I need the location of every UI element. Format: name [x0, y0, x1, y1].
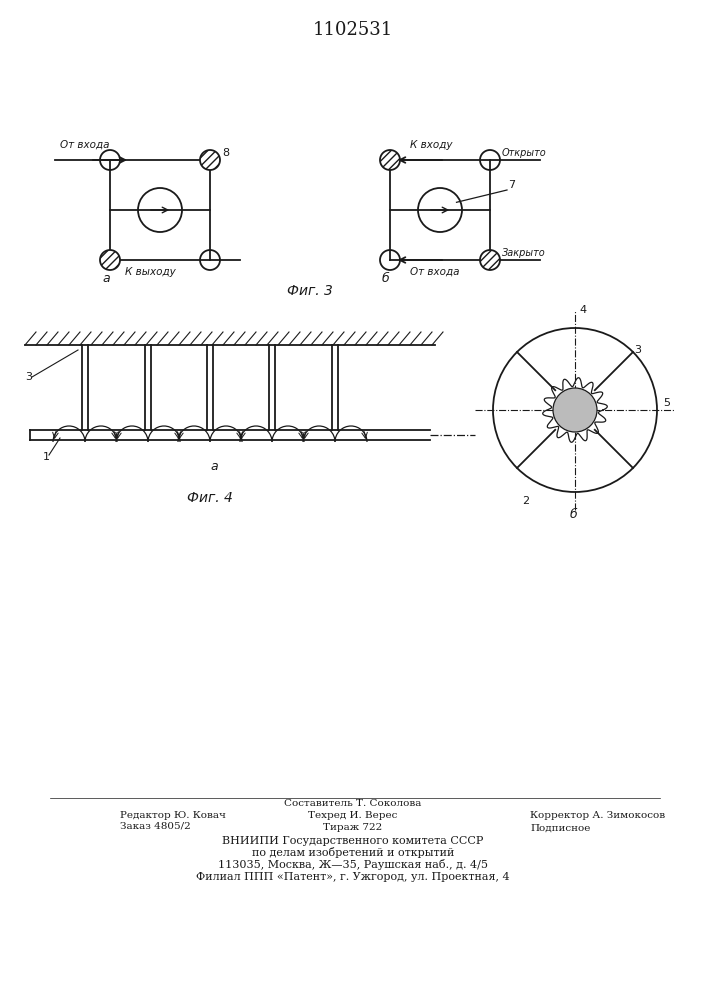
Text: 1102531: 1102531	[313, 21, 393, 39]
Text: Открыто: Открыто	[502, 148, 547, 158]
Text: Составитель Т. Соколова: Составитель Т. Соколова	[284, 800, 421, 808]
Text: К входу: К входу	[410, 140, 452, 150]
Text: 3: 3	[25, 372, 32, 382]
Text: К выходу: К выходу	[125, 267, 176, 277]
Text: Тираж 722: Тираж 722	[323, 824, 382, 832]
Text: Подписное: Подписное	[530, 824, 590, 832]
Circle shape	[200, 150, 220, 170]
Text: б: б	[570, 508, 578, 521]
Text: 4: 4	[579, 305, 586, 315]
Circle shape	[100, 250, 120, 270]
Text: по делам изобретений и открытий: по делам изобретений и открытий	[252, 848, 454, 858]
Text: 3: 3	[634, 345, 641, 355]
Text: 8: 8	[222, 148, 229, 158]
Text: а: а	[210, 460, 218, 473]
Text: ВНИИПИ Государственного комитета СССР: ВНИИПИ Государственного комитета СССР	[222, 836, 484, 846]
Text: Техред И. Верес: Техред И. Верес	[308, 812, 397, 820]
Circle shape	[380, 150, 400, 170]
Text: Корректор А. Зимокосов: Корректор А. Зимокосов	[530, 812, 665, 820]
Text: Филиал ППП «Патент», г. Ужгород, ул. Проектная, 4: Филиал ППП «Патент», г. Ужгород, ул. Про…	[196, 872, 510, 882]
Text: Закрыто: Закрыто	[502, 248, 546, 258]
Text: От входа: От входа	[60, 140, 110, 150]
Text: 7: 7	[508, 180, 515, 190]
Text: 113035, Москва, Ж—35, Раушская наб., д. 4/5: 113035, Москва, Ж—35, Раушская наб., д. …	[218, 859, 488, 870]
Circle shape	[480, 250, 500, 270]
Text: Фиг. 4: Фиг. 4	[187, 491, 233, 505]
Circle shape	[553, 388, 597, 432]
Text: Редактор Ю. Ковач: Редактор Ю. Ковач	[120, 810, 226, 820]
Text: а: а	[102, 272, 110, 285]
Text: 5: 5	[663, 398, 670, 408]
Text: 1: 1	[43, 452, 50, 462]
Text: Заказ 4805/2: Заказ 4805/2	[120, 822, 191, 830]
Text: Фиг. 3: Фиг. 3	[287, 284, 333, 298]
Text: б: б	[382, 272, 390, 285]
Text: От входа: От входа	[410, 267, 460, 277]
Text: 2: 2	[522, 496, 529, 506]
